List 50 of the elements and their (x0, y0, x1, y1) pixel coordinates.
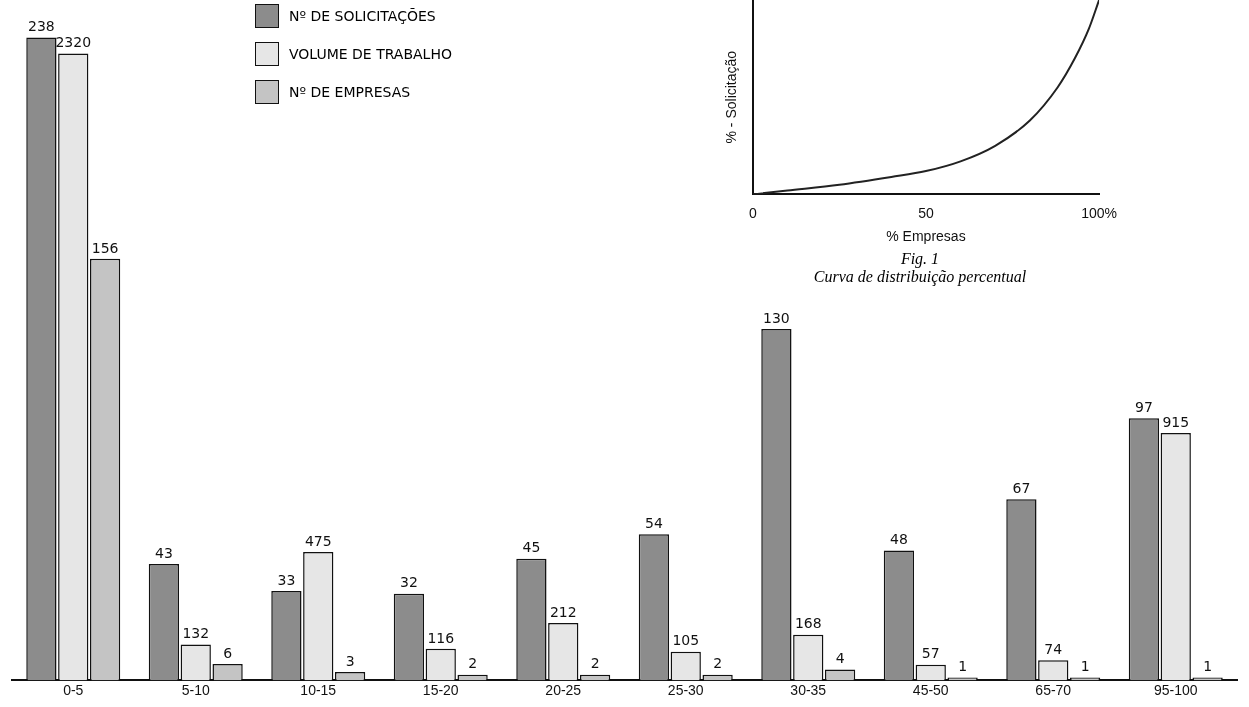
legend-label: Nº DE EMPRESAS (289, 84, 411, 100)
data-label: 2320 (55, 34, 92, 51)
data-label: 1 (1080, 658, 1090, 675)
data-label: 32 (399, 574, 418, 591)
data-label: 97 (1134, 398, 1153, 415)
x-tick-label: 5-10 (181, 682, 210, 699)
x-tick-label: 65-70 (1035, 682, 1072, 699)
x-tick-label: 15-20 (422, 682, 459, 699)
x-tick-label: 30-35 (790, 682, 827, 699)
data-label: 33 (277, 571, 296, 588)
data-label: 475 (304, 532, 332, 549)
x-tick-label: 0 (748, 204, 757, 221)
data-label: 130 (763, 309, 790, 326)
data-label: 54 (644, 515, 663, 531)
data-label: 116 (427, 629, 455, 646)
data-label: 57 (921, 645, 940, 662)
data-label: 45 (522, 539, 541, 556)
x-tick-label: 10-15 (300, 682, 337, 699)
data-label: 48 (889, 531, 908, 548)
x-tick-label: 0-5 (63, 682, 84, 699)
data-label: 132 (182, 625, 210, 642)
data-label: 2 (713, 655, 723, 672)
data-label: 212 (549, 603, 577, 620)
x-tick-label: 100% (1081, 204, 1117, 221)
data-label: 156 (91, 239, 119, 256)
legend-label: Nº DE SOLICITAÇÕES (289, 8, 436, 24)
data-label: 74 (1044, 640, 1063, 657)
data-label: 1 (1203, 658, 1213, 675)
x-tick-label: 45-50 (912, 682, 949, 699)
x-tick-label: 25-30 (667, 682, 704, 699)
data-label: 105 (672, 632, 700, 649)
legend-label: VOLUME DE TRABALHO (289, 46, 452, 62)
data-label: 2 (590, 655, 600, 672)
text: Curva de distribuição percentual (812, 268, 1028, 286)
data-label: 43 (154, 544, 173, 561)
data-label: 915 (1162, 413, 1190, 430)
data-label: 3 (345, 652, 355, 669)
x-axis-title: % Empresas (886, 228, 966, 245)
data-label: 4 (835, 650, 845, 667)
data-label: 1 (958, 658, 968, 675)
data-label: 6 (223, 644, 233, 661)
data-label: 168 (794, 615, 822, 632)
data-label: 2 (468, 655, 478, 672)
x-tick-label: 20-25 (545, 682, 582, 699)
data-label: 67 (1012, 479, 1031, 496)
text: Fig. 1 (899, 250, 941, 268)
data-label: 238 (28, 18, 55, 35)
x-tick-label: 95-100 (1153, 682, 1198, 699)
y-axis-title: % - Solicitação (723, 50, 740, 144)
x-tick-label: 50 (918, 204, 934, 221)
